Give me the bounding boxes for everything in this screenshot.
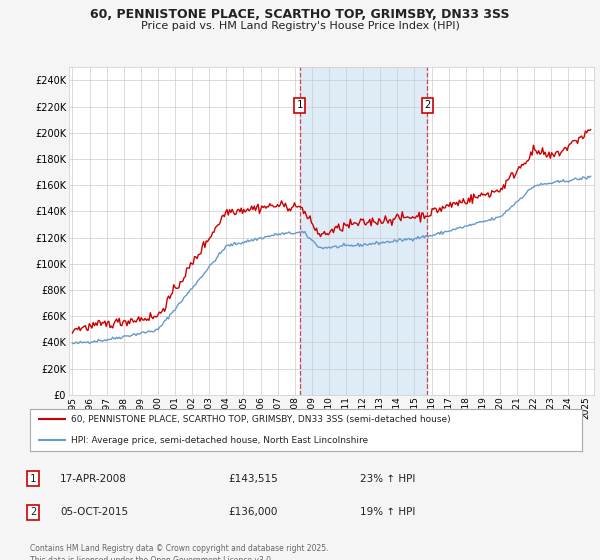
Bar [299,67,427,395]
Text: 2: 2 [30,507,36,517]
Text: 17-APR-2008: 17-APR-2008 [60,474,127,484]
Text: 19% ↑ HPI: 19% ↑ HPI [360,507,415,517]
Text: £136,000: £136,000 [228,507,277,517]
Text: 2: 2 [424,100,431,110]
Text: Price paid vs. HM Land Registry's House Price Index (HPI): Price paid vs. HM Land Registry's House … [140,21,460,31]
Text: 05-OCT-2015: 05-OCT-2015 [60,507,128,517]
Text: 60, PENNISTONE PLACE, SCARTHO TOP, GRIMSBY, DN33 3SS (semi-detached house): 60, PENNISTONE PLACE, SCARTHO TOP, GRIMS… [71,415,451,424]
Text: Contains HM Land Registry data © Crown copyright and database right 2025.
This d: Contains HM Land Registry data © Crown c… [30,544,329,560]
Text: HPI: Average price, semi-detached house, North East Lincolnshire: HPI: Average price, semi-detached house,… [71,436,368,445]
Text: 60, PENNISTONE PLACE, SCARTHO TOP, GRIMSBY, DN33 3SS: 60, PENNISTONE PLACE, SCARTHO TOP, GRIMS… [90,8,510,21]
Text: 1: 1 [296,100,303,110]
Text: 23% ↑ HPI: 23% ↑ HPI [360,474,415,484]
Text: 1: 1 [30,474,36,484]
Text: £143,515: £143,515 [228,474,278,484]
